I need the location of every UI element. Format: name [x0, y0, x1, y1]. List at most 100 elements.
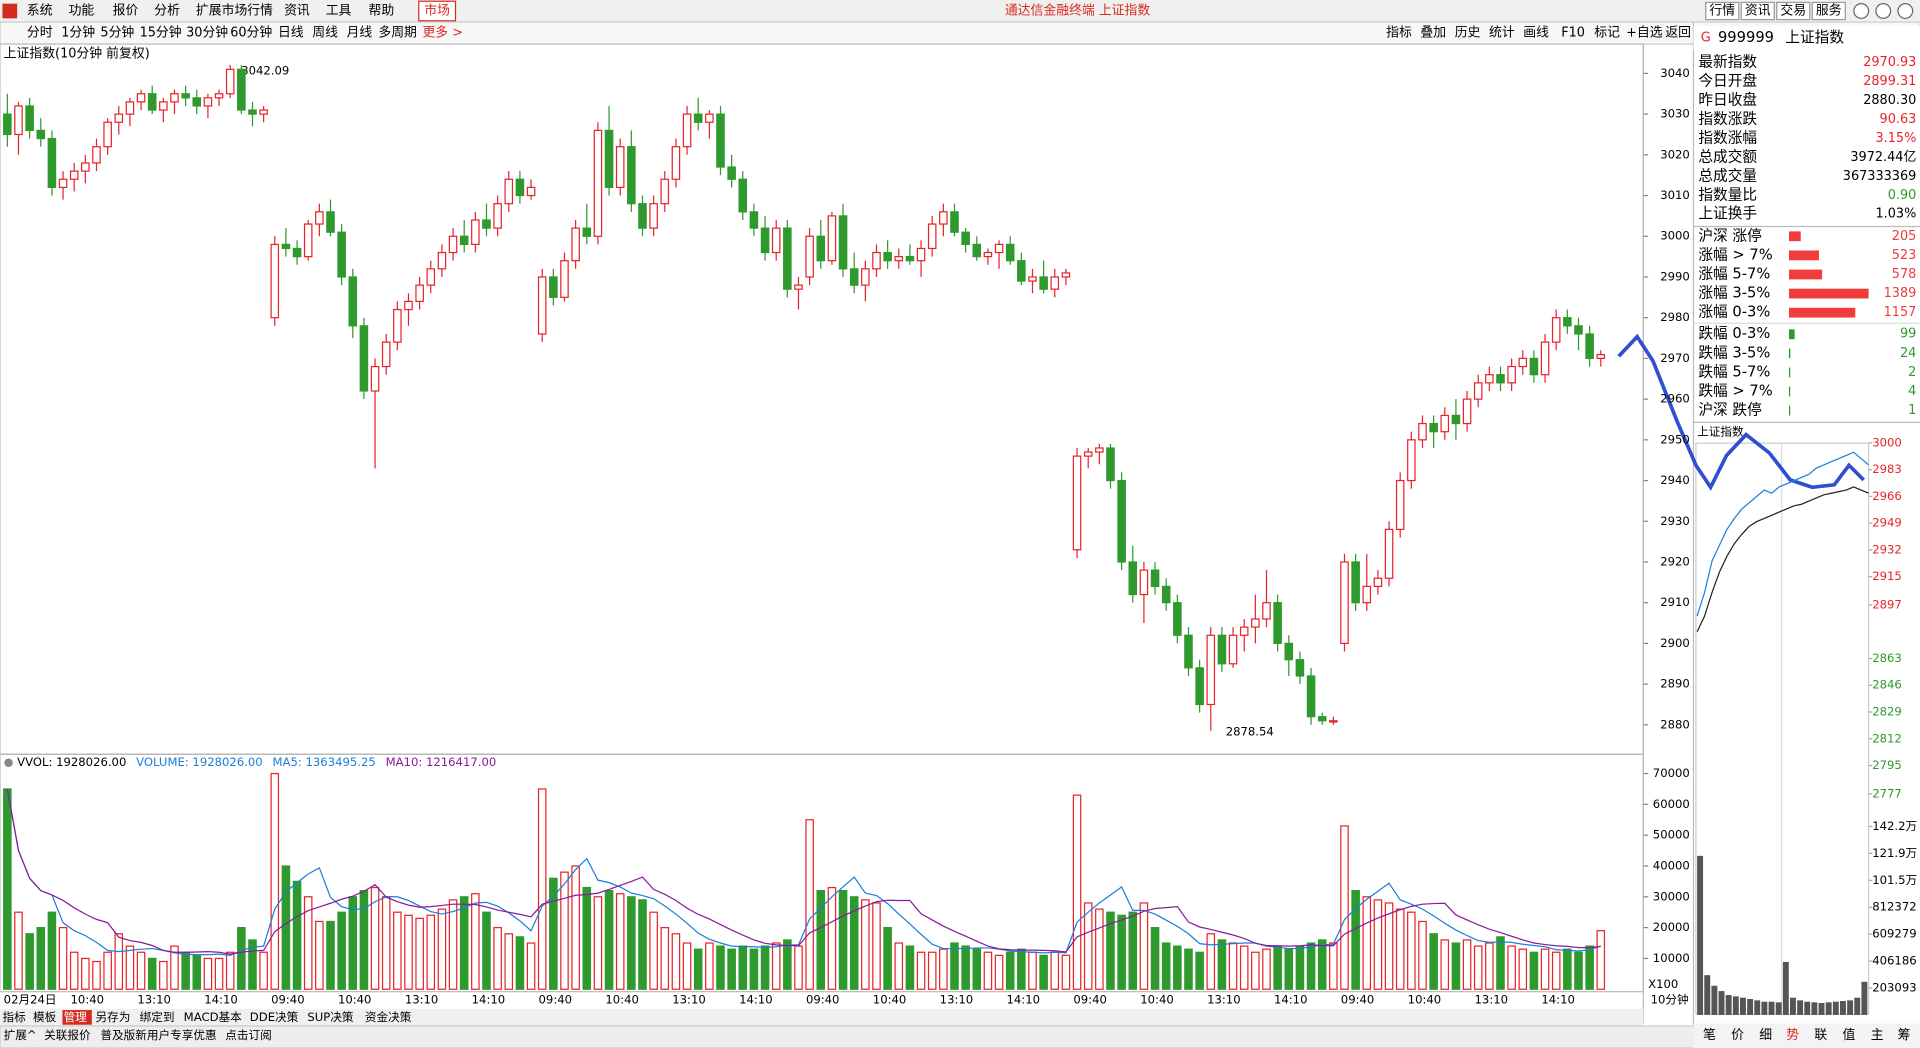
market-tab-box[interactable] [418, 0, 457, 22]
view-tab[interactable]: 值 [1843, 1027, 1856, 1043]
indicator-tab[interactable]: 绑定到 [140, 1010, 175, 1024]
volume-bar [571, 865, 580, 990]
period-tab[interactable]: 月线 [347, 26, 373, 41]
status-item[interactable]: 普及版新用户专享优惠 [100, 1028, 216, 1042]
volume-bar [916, 951, 926, 990]
tool-button[interactable]: 指标 [1386, 26, 1412, 41]
menu-item[interactable]: 报价 [113, 4, 139, 19]
quote-code: 999999 [1718, 29, 1774, 46]
period-tab[interactable]: 多周期 [378, 26, 417, 41]
hand-drawn-annotation [1617, 333, 1865, 491]
menu-item[interactable]: 工具 [326, 4, 352, 19]
period-tab[interactable]: 15分钟 [140, 25, 182, 41]
quote-value: 0.90 [1888, 188, 1917, 203]
top-button-box[interactable] [1705, 1, 1740, 21]
tool-button[interactable]: 历史 [1455, 26, 1481, 41]
menu-item[interactable]: 扩展市场行情 [196, 3, 273, 19]
window-controls[interactable] [1853, 3, 1914, 19]
candle-body [25, 105, 34, 132]
volume-bar [1295, 945, 1305, 990]
top-button-box[interactable] [1811, 1, 1846, 21]
volume-bar [181, 951, 190, 990]
y-tick-label: 2932 [1872, 542, 1902, 556]
quote-value: 367333369 [1843, 169, 1917, 184]
candle-body [493, 203, 502, 229]
indicator-tab[interactable]: 模板 [33, 1010, 57, 1024]
tool-button[interactable]: 标记 [1594, 26, 1620, 41]
view-tab[interactable]: 笔 [1703, 1027, 1716, 1043]
volume-bar [771, 942, 781, 990]
indicator-tab[interactable]: 另存为 [96, 1010, 131, 1024]
volume-bar [805, 819, 814, 990]
menu-item[interactable]: 功能 [69, 4, 95, 19]
menu-item[interactable]: 分析 [154, 4, 180, 19]
top-button-box[interactable] [1776, 1, 1811, 21]
candle-body [448, 235, 458, 254]
top-button-box[interactable] [1740, 1, 1775, 21]
view-tab[interactable]: 细 [1759, 1028, 1772, 1043]
view-tab[interactable]: 主 [1871, 1028, 1884, 1043]
candle-body [927, 223, 937, 250]
x-tick-label: 13:10 [137, 993, 171, 1007]
period-tab[interactable]: 5分钟 [100, 25, 134, 41]
top-button[interactable]: 服务 [1816, 3, 1842, 19]
candle-body [727, 166, 736, 180]
status-item[interactable]: 扩展^ [4, 1028, 37, 1042]
view-tab[interactable]: 价 [1731, 1028, 1744, 1043]
view-tab[interactable]: 联 [1814, 1028, 1827, 1043]
volume-bar [1184, 948, 1193, 990]
volume-bar [905, 945, 915, 990]
x-tick-label: 02月24日 [4, 993, 57, 1007]
x-tick-label: 13:10 [405, 993, 439, 1007]
tool-button[interactable]: 叠加 [1420, 26, 1446, 41]
candle-body [225, 68, 235, 95]
y-tick-label: 2950 [1660, 432, 1690, 446]
volume-bar [315, 920, 324, 990]
top-button[interactable]: 资讯 [1745, 4, 1771, 19]
period-tab[interactable]: 1分钟 [61, 25, 95, 41]
tool-button[interactable]: 画线 [1523, 26, 1549, 41]
tool-button[interactable]: +自选 [1626, 26, 1663, 41]
period-tab[interactable]: 日线 [278, 26, 304, 41]
candle-body [760, 227, 770, 254]
tool-button[interactable]: 返回 [1665, 26, 1691, 41]
volume-bar [1540, 948, 1550, 990]
y-tick-label: 2990 [1660, 269, 1690, 283]
quote-value: 3972.44亿 [1850, 150, 1916, 165]
indicator-tab[interactable]: SUP决策 [307, 1010, 354, 1024]
indicator-tab[interactable]: DDE决策 [250, 1010, 299, 1024]
mini-volume-bar [1797, 1000, 1804, 1015]
top-button[interactable]: 交易 [1780, 3, 1806, 19]
mini-volume-bar [1718, 991, 1725, 1015]
menu-item[interactable]: 资讯 [284, 4, 310, 19]
status-item[interactable]: 关联报价 [44, 1028, 91, 1042]
candle-body [58, 178, 68, 189]
app-title: 通达信金融终端 上证指数 [1005, 3, 1151, 19]
view-tab[interactable]: 势 [1786, 1027, 1799, 1043]
more-button[interactable]: 更多 > [422, 26, 463, 41]
period-tab[interactable]: 分时 [27, 26, 53, 41]
y-tick-label: 2846 [1872, 678, 1902, 692]
indicator-tab[interactable]: 资金决策 [365, 1010, 412, 1024]
candle-body [671, 146, 681, 180]
mini-volume-bar [1740, 997, 1746, 1015]
candle-body [1407, 439, 1416, 482]
top-button[interactable]: 行情 [1709, 4, 1735, 19]
indicator-tab[interactable]: 管理 [64, 1010, 88, 1024]
period-tab[interactable]: 周线 [312, 26, 338, 41]
indicator-tab[interactable]: MACD基本 [184, 1010, 242, 1024]
market-tab[interactable]: 市场 [424, 3, 450, 19]
view-tab[interactable]: 筹 [1898, 1027, 1911, 1043]
candle-body [381, 341, 391, 368]
status-item[interactable]: 点击订阅 [225, 1028, 272, 1042]
indicator-tab[interactable]: 指标 [2, 1010, 26, 1024]
menu-item[interactable]: 系统 [27, 4, 53, 19]
tool-button[interactable]: 统计 [1489, 26, 1515, 41]
x-tick-label: 13:10 [940, 993, 974, 1007]
menu-item[interactable]: 帮助 [369, 4, 395, 19]
period-tab[interactable]: 30分钟 [186, 25, 228, 41]
candle-body [303, 223, 313, 258]
tool-button[interactable]: F10 [1561, 26, 1585, 41]
period-tab[interactable]: 60分钟 [230, 25, 272, 41]
volume-bar [1574, 951, 1583, 990]
